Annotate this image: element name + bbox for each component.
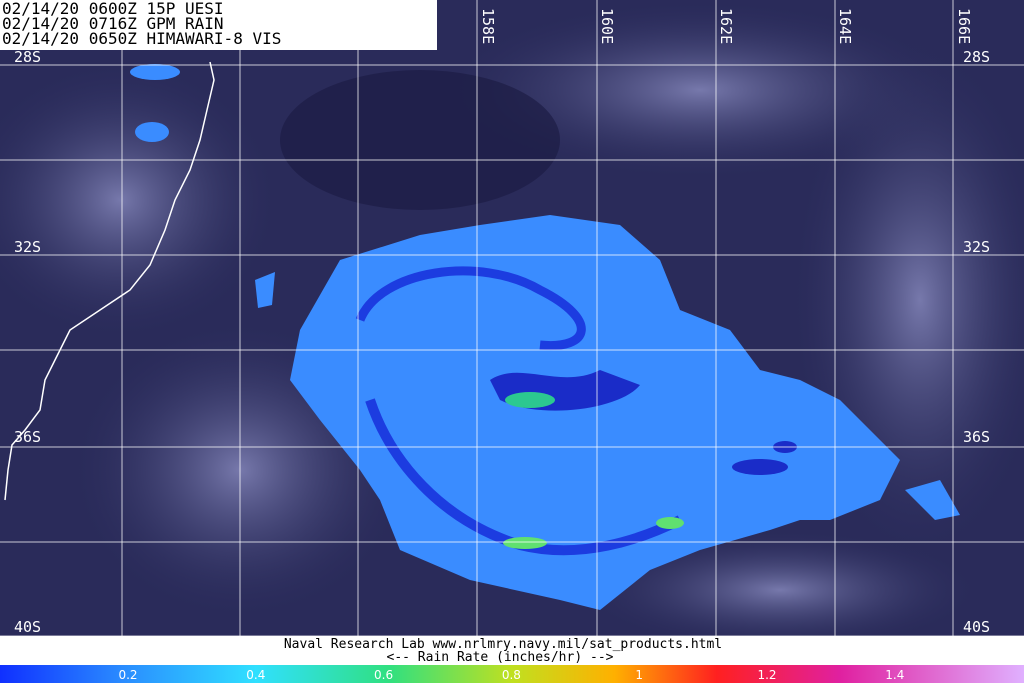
longitude-label: 160E: [598, 8, 616, 44]
colorbar-tick: 0.6: [374, 668, 393, 682]
latitude-label: 36S: [963, 428, 990, 446]
latitude-label: 28S: [14, 48, 41, 66]
colorbar-tick: 0.4: [246, 668, 265, 682]
coastline: [4, 61, 215, 501]
colorbar-tick: 0.8: [502, 668, 521, 682]
colorbar-ticks: 0.2 0.4 0.6 0.8 1 1.2 1.4: [118, 668, 904, 682]
latitude-label: 32S: [963, 238, 990, 256]
colorbar-tick: 0.2: [118, 668, 137, 682]
rain-field: [130, 64, 960, 610]
longitude-label: 158E: [479, 8, 497, 44]
latitude-label: 36S: [14, 428, 41, 446]
colorbar-tick: 1.4: [885, 668, 904, 682]
footer-box: [0, 636, 1024, 665]
colorbar-tick: 1: [635, 668, 643, 682]
header-line: 02/14/20 0650Z HIMAWARI-8 VIS: [2, 29, 281, 48]
clouds: [0, 0, 1024, 650]
header-box: [0, 0, 437, 50]
latitude-label: 40S: [963, 618, 990, 636]
latitude-label: 32S: [14, 238, 41, 256]
longitude-label: 162E: [717, 8, 735, 44]
map-labels: 158E 160E 162E 164E 166E 28S 28S 32S 32S 36S 36S 40…: [14, 8, 990, 636]
longitude-label: 164E: [836, 8, 854, 44]
latitude-label: 28S: [963, 48, 990, 66]
header-line: 02/14/20 0716Z GPM RAIN: [2, 14, 224, 33]
latitude-label: 40S: [14, 618, 41, 636]
longitude-label: 166E: [955, 8, 973, 44]
credit: Naval Research Lab www.nrlmry.navy.mil/s…: [284, 637, 722, 652]
colorbar: [0, 665, 1024, 683]
scale-title: <-- Rain Rate (inches/hr) -->: [387, 650, 614, 665]
header-line: 02/14/20 0600Z 15P UESI: [2, 0, 224, 18]
colorbar-tick: 1.2: [757, 668, 776, 682]
